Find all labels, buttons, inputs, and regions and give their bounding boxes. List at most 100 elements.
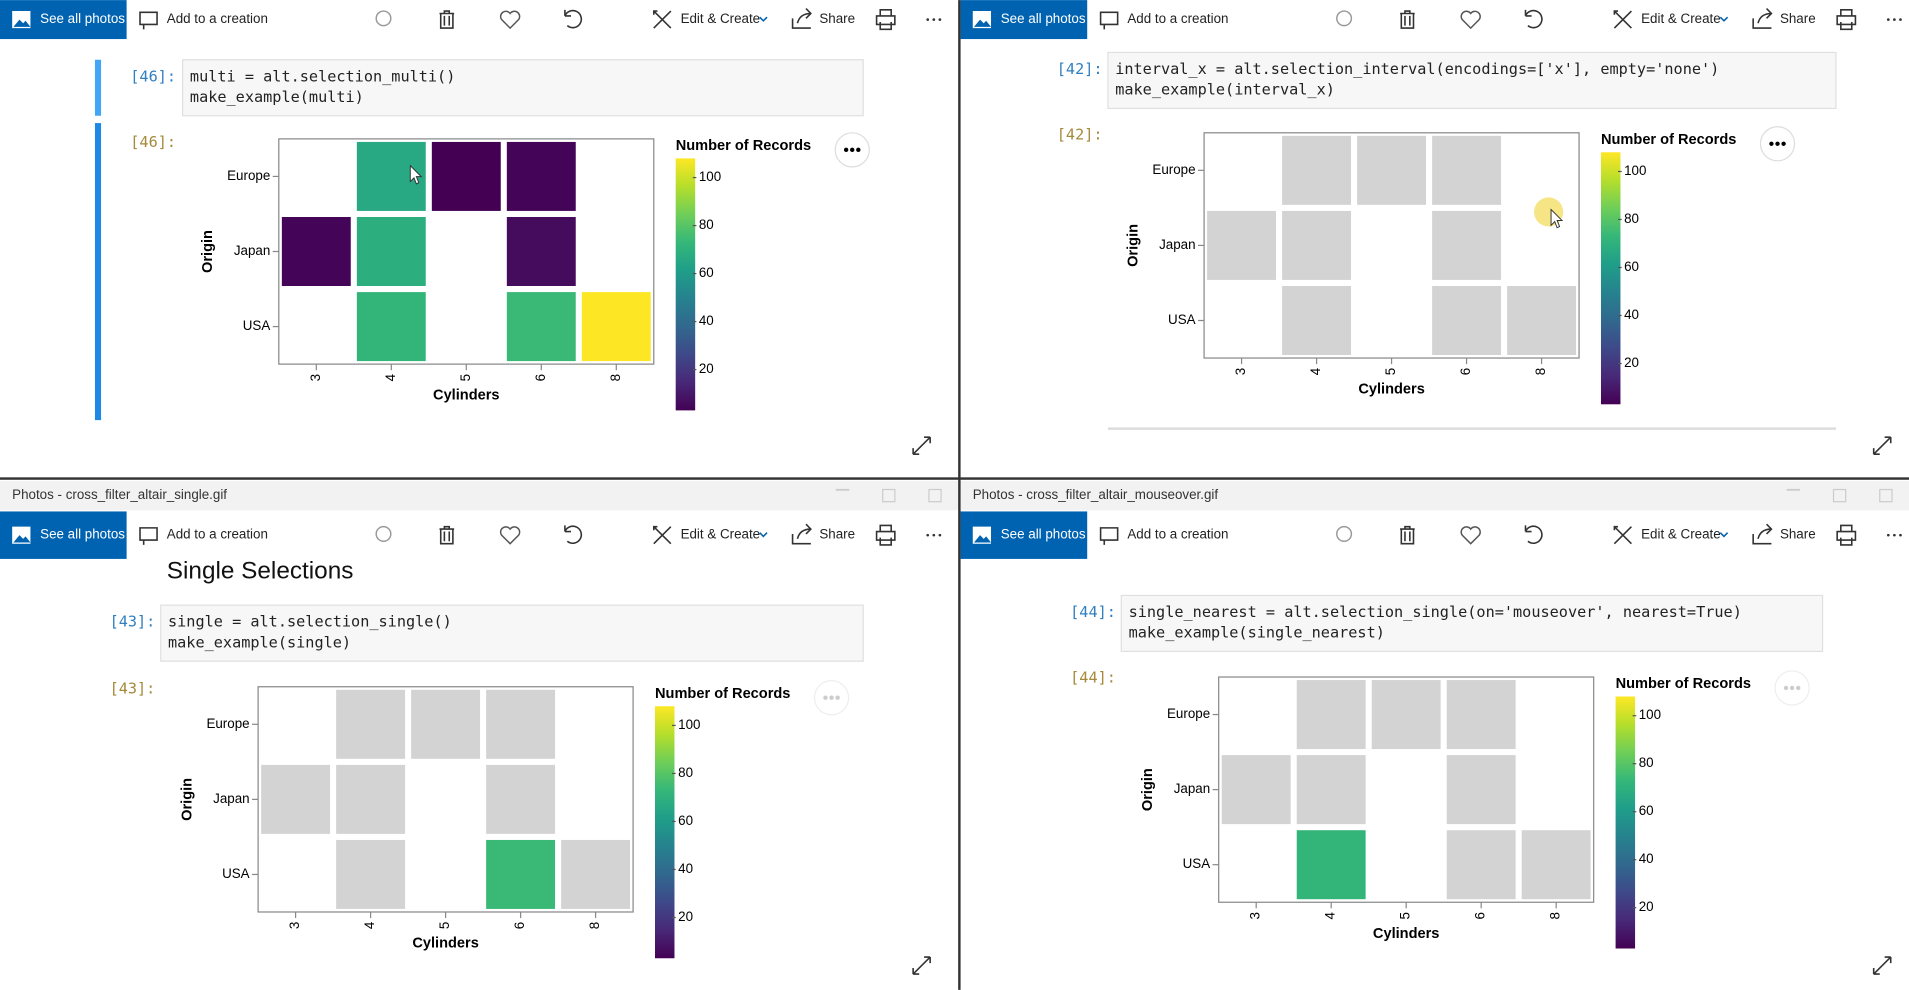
heatmap-cell[interactable]: [1432, 210, 1502, 280]
more-dot[interactable]: [1893, 18, 1896, 21]
favorite-icon[interactable]: [1460, 526, 1481, 545]
rotate-icon[interactable]: [1524, 9, 1543, 29]
expand-icon[interactable]: [912, 436, 931, 456]
code-cell[interactable]: [182, 59, 864, 117]
edit-icon[interactable]: [652, 10, 672, 29]
heatmap-cell[interactable]: [336, 689, 406, 759]
heatmap-cell[interactable]: [1446, 830, 1516, 900]
edit-icon[interactable]: [652, 525, 672, 545]
heatmap-cell[interactable]: [1282, 135, 1352, 205]
add-label[interactable]: Add to a creation: [167, 527, 268, 542]
code-cell[interactable]: [1120, 594, 1824, 653]
more-dot[interactable]: [932, 533, 936, 537]
more-dot[interactable]: [1893, 533, 1896, 537]
add-label[interactable]: Add to a creation: [1127, 11, 1228, 26]
heatmap-cell[interactable]: [1296, 755, 1366, 825]
heatmap-cell[interactable]: [1446, 680, 1516, 750]
share-icon[interactable]: [1752, 523, 1773, 545]
edit-icon[interactable]: [1613, 525, 1632, 545]
rotate-icon[interactable]: [564, 9, 583, 29]
heatmap-cell[interactable]: [1507, 286, 1577, 355]
favorite-icon[interactable]: [499, 526, 521, 545]
zoom-icon[interactable]: [375, 10, 392, 27]
expand-icon[interactable]: [1872, 956, 1892, 975]
delete-icon[interactable]: [1400, 525, 1415, 545]
heatmap-cell[interactable]: [486, 839, 556, 909]
heatmap-cell[interactable]: [506, 217, 576, 287]
heatmap-cell[interactable]: [281, 217, 351, 287]
more-dot[interactable]: [926, 533, 930, 537]
share-icon[interactable]: [791, 8, 812, 29]
delete-icon[interactable]: [439, 10, 455, 29]
heatmap-cell[interactable]: [1371, 680, 1441, 750]
edit-label[interactable]: Edit & Create: [681, 11, 761, 26]
zoom-icon[interactable]: [1336, 525, 1353, 542]
heatmap-cell[interactable]: [581, 292, 651, 362]
window-min[interactable]: [835, 488, 850, 491]
heatmap-cell[interactable]: [1521, 830, 1591, 900]
edit-label[interactable]: Edit & Create: [1641, 11, 1721, 26]
more-dot[interactable]: [932, 18, 936, 21]
rotate-icon[interactable]: [564, 525, 583, 544]
heatmap-cell[interactable]: [261, 764, 331, 834]
heatmap-cell[interactable]: [356, 292, 426, 362]
window-close[interactable]: [928, 488, 942, 503]
window-close[interactable]: [1879, 488, 1893, 503]
code-cell[interactable]: [160, 604, 864, 662]
print-icon[interactable]: [1836, 524, 1857, 546]
print-icon[interactable]: [875, 9, 896, 31]
heatmap-cell[interactable]: [1282, 210, 1352, 280]
more-dot[interactable]: [1899, 533, 1902, 537]
heatmap-cell[interactable]: [1207, 210, 1277, 280]
more-dot[interactable]: [926, 18, 930, 21]
share-label[interactable]: Share: [1780, 527, 1816, 542]
heatmap-cell[interactable]: [356, 217, 426, 287]
print-icon[interactable]: [1836, 9, 1857, 31]
window-max[interactable]: [1832, 488, 1847, 503]
heatmap-cell[interactable]: [1357, 135, 1427, 205]
heatmap-cell[interactable]: [506, 141, 576, 211]
heatmap-cell[interactable]: [506, 292, 576, 362]
expand-icon[interactable]: [1872, 436, 1892, 456]
favorite-icon[interactable]: [499, 10, 521, 30]
heatmap-cell[interactable]: [1296, 680, 1366, 750]
share-label[interactable]: Share: [819, 527, 855, 542]
delete-icon[interactable]: [1400, 10, 1415, 29]
heatmap-cell[interactable]: [1432, 286, 1502, 355]
heatmap-cell[interactable]: [1296, 830, 1366, 900]
heatmap-cell[interactable]: [1432, 135, 1502, 205]
more-dot[interactable]: [1886, 533, 1890, 537]
share-label[interactable]: Share: [819, 11, 855, 26]
edit-label[interactable]: Edit & Create: [681, 527, 761, 542]
expand-icon[interactable]: [912, 956, 931, 975]
more-dot[interactable]: [1899, 18, 1902, 21]
favorite-icon[interactable]: [1460, 10, 1481, 30]
more-dot[interactable]: [1886, 18, 1890, 21]
add-label[interactable]: Add to a creation: [1127, 527, 1228, 542]
heatmap-cell[interactable]: [1221, 755, 1291, 825]
heatmap-cell[interactable]: [1282, 286, 1352, 355]
heatmap-cell[interactable]: [431, 141, 501, 211]
add-label[interactable]: Add to a creation: [167, 11, 268, 26]
share-icon[interactable]: [1752, 8, 1773, 29]
code-cell[interactable]: [1107, 51, 1837, 110]
share-icon[interactable]: [791, 523, 812, 545]
delete-icon[interactable]: [439, 525, 455, 545]
heatmap-cell[interactable]: [486, 689, 556, 759]
heatmap-cell[interactable]: [411, 689, 481, 759]
more-dot[interactable]: [938, 533, 942, 537]
edit-icon[interactable]: [1613, 10, 1632, 29]
window-min[interactable]: [1786, 488, 1801, 491]
heatmap-cell[interactable]: [1446, 755, 1516, 825]
print-icon[interactable]: [875, 524, 896, 546]
more-dot[interactable]: [938, 18, 942, 21]
heatmap-cell[interactable]: [561, 839, 631, 909]
heatmap-cell[interactable]: [336, 839, 406, 909]
zoom-icon[interactable]: [375, 525, 392, 542]
edit-label[interactable]: Edit & Create: [1641, 527, 1721, 542]
share-label[interactable]: Share: [1780, 11, 1816, 26]
window-max[interactable]: [882, 488, 896, 503]
heatmap-cell[interactable]: [336, 764, 406, 834]
heatmap-cell[interactable]: [486, 764, 556, 834]
zoom-icon[interactable]: [1336, 10, 1353, 27]
